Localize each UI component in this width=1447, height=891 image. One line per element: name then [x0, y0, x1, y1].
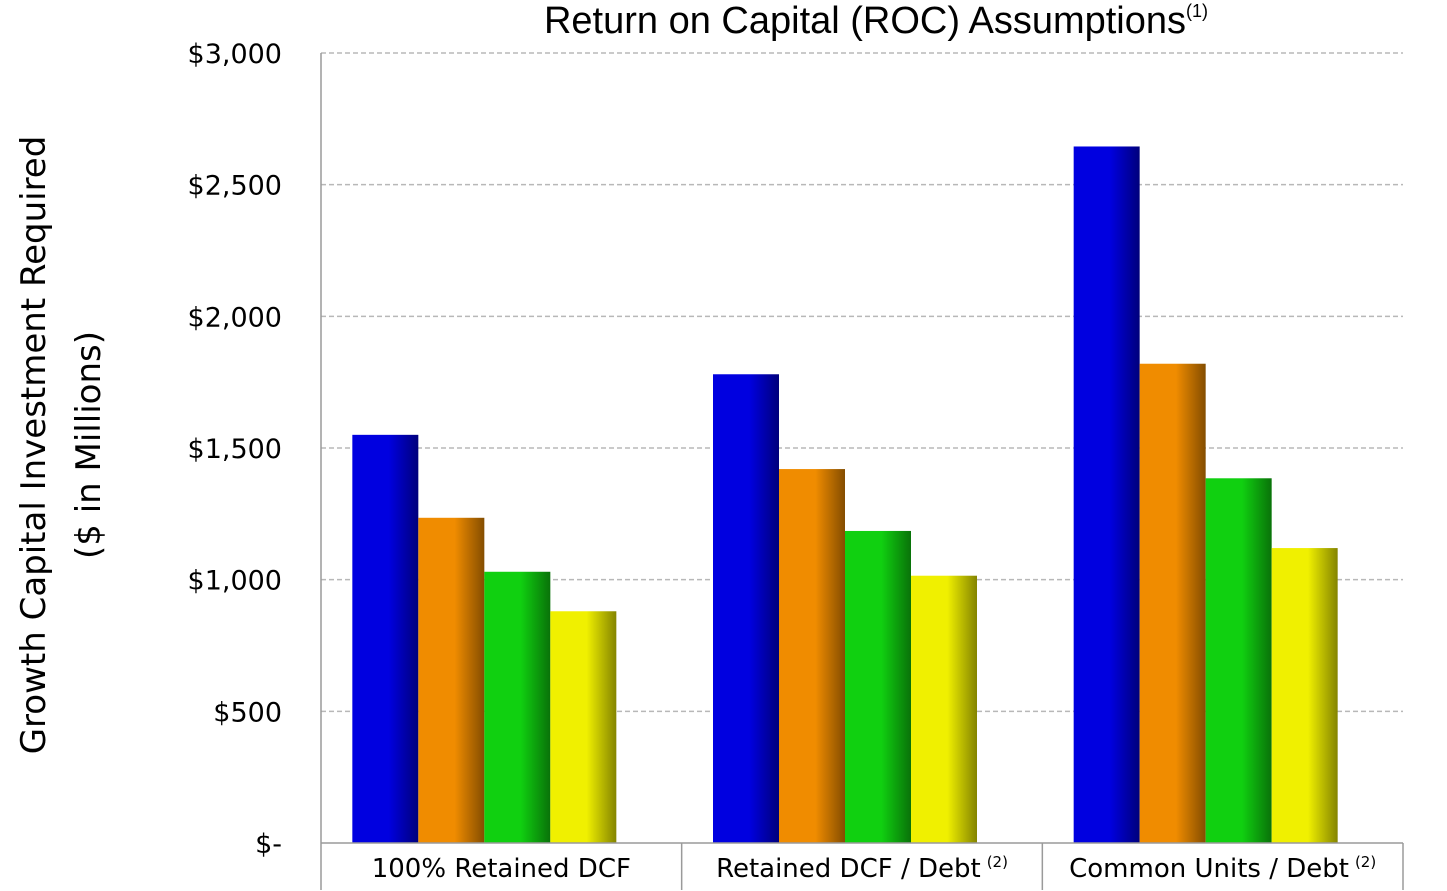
x-category-text: Retained DCF / Debt	[716, 854, 981, 884]
x-category-text: 100% Retained DCF	[372, 854, 631, 884]
bar	[418, 517, 485, 843]
bar	[550, 611, 617, 843]
y-tick-label: $1,000	[188, 566, 282, 597]
bar	[1139, 363, 1206, 843]
bars	[352, 146, 1338, 843]
axes	[320, 53, 1404, 890]
x-category-label: Retained DCF / Debt (2)	[716, 853, 1008, 884]
y-tick-label: $3,000	[188, 39, 282, 70]
bar	[911, 575, 977, 843]
x-category-label: 100% Retained DCF	[372, 854, 631, 884]
bar	[484, 571, 551, 843]
y-tick-label: $2,000	[188, 302, 282, 333]
bar	[1271, 548, 1338, 843]
chart-title-superscript: (1)	[1186, 1, 1208, 21]
y-tick-label: $2,500	[188, 171, 282, 202]
x-category-superscript: (2)	[1355, 853, 1376, 871]
chart-title: Return on Capital (ROC) Assumptions(1)	[544, 0, 1208, 42]
x-category-text: Common Units / Debt	[1069, 854, 1349, 884]
bar	[845, 530, 911, 843]
bar	[1073, 146, 1140, 843]
bar	[779, 469, 845, 843]
chart-title-text: Return on Capital (ROC) Assumptions	[544, 0, 1186, 42]
y-axis-label-line1: Growth Capital Investment Required	[14, 136, 54, 755]
x-category-label: Common Units / Debt (2)	[1069, 853, 1376, 884]
y-axis-label-line2: ($ in Millions)	[69, 331, 109, 559]
y-tick-label: $-	[255, 829, 282, 860]
y-tick-label: $1,500	[188, 434, 282, 465]
y-tick-label: $500	[213, 697, 282, 728]
x-axis-categories: 100% Retained DCF Retained DCF / Debt (2) C…	[372, 853, 1376, 884]
x-category-superscript: (2)	[987, 853, 1008, 871]
y-axis-ticks: $- $500 $1,000 $1,500 $2,000 $2,500 $3,000	[188, 39, 282, 860]
bar	[352, 434, 419, 843]
bar	[1205, 478, 1272, 843]
bar	[713, 374, 779, 843]
